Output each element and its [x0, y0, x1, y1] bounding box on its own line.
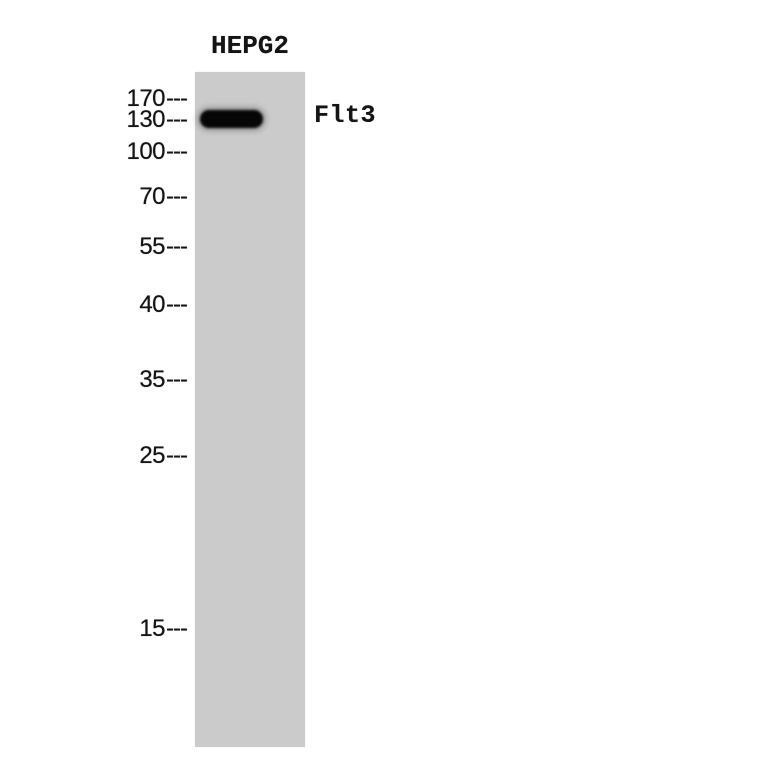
mw-tick-dashes: ---: [166, 615, 188, 642]
mw-marker-40: 40---: [0, 291, 188, 318]
band-label: Flt3: [314, 101, 377, 130]
mw-marker-100: 100---: [0, 138, 188, 165]
mw-marker-130: 130---: [0, 106, 188, 133]
mw-value: 55: [139, 233, 166, 260]
protein-band: [200, 110, 263, 128]
lane-label: HEPG2: [210, 31, 289, 61]
mw-value: 100: [126, 138, 166, 165]
mw-marker-170: 170---: [0, 85, 188, 112]
mw-tick-dashes: ---: [166, 291, 188, 318]
mw-value: 35: [139, 366, 166, 393]
mw-tick-dashes: ---: [166, 183, 188, 210]
mw-tick-dashes: ---: [166, 106, 188, 133]
mw-value: 130: [126, 106, 166, 133]
mw-value: 170: [126, 85, 166, 112]
mw-tick-dashes: ---: [166, 233, 188, 260]
mw-marker-15: 15---: [0, 615, 188, 642]
mw-marker-25: 25---: [0, 442, 188, 469]
mw-value: 40: [139, 291, 166, 318]
blot-lane: [195, 72, 305, 747]
mw-tick-dashes: ---: [166, 138, 188, 165]
mw-value: 25: [139, 442, 166, 469]
mw-marker-35: 35---: [0, 366, 188, 393]
mw-marker-70: 70---: [0, 183, 188, 210]
mw-value: 70: [139, 183, 166, 210]
mw-tick-dashes: ---: [166, 442, 188, 469]
mw-tick-dashes: ---: [166, 85, 188, 112]
mw-value: 15: [139, 615, 166, 642]
mw-tick-dashes: ---: [166, 366, 188, 393]
mw-marker-55: 55---: [0, 233, 188, 260]
